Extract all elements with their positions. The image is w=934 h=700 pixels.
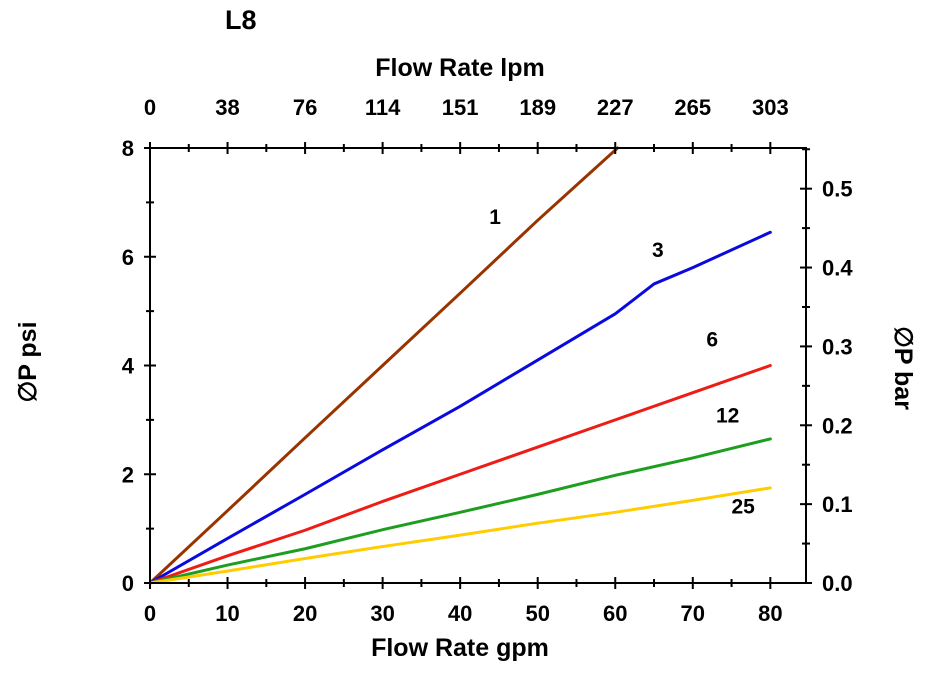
top-tick-label: 38	[215, 95, 239, 120]
top-tick-label: 151	[442, 95, 479, 120]
right-axis-title: ∅P bar	[889, 326, 917, 410]
top-tick-label: 76	[293, 95, 317, 120]
right-tick-label: 0.4	[822, 256, 853, 281]
series-line-6	[148, 364, 772, 585]
right-tick-label: 0.1	[822, 492, 853, 517]
left-tick-label: 8	[122, 136, 134, 161]
right-tick-label: 0.2	[822, 413, 853, 438]
series-label-25: 25	[732, 495, 756, 518]
left-tick-label: 0	[122, 571, 134, 596]
bottom-tick-label: 70	[681, 601, 705, 626]
series-line-12	[148, 437, 772, 585]
bottom-tick-label: 0	[144, 601, 156, 626]
bottom-axis-title: Flow Rate gpm	[371, 634, 549, 662]
bottom-tick-label: 40	[448, 601, 472, 626]
top-tick-label: 0	[144, 95, 156, 120]
series-label-1: 1	[489, 206, 501, 229]
bottom-tick-label: 60	[603, 601, 627, 626]
right-tick-label: 0.5	[822, 177, 853, 202]
series-label-12: 12	[716, 405, 739, 428]
bottom-tick-label: 20	[293, 601, 317, 626]
bottom-tick-label: 10	[215, 601, 239, 626]
right-tick-label: 0.0	[822, 571, 853, 596]
bottom-tick-label: 80	[758, 601, 782, 626]
plot-box	[149, 147, 807, 584]
right-tick-label: 0.3	[822, 334, 853, 359]
top-tick-label: 265	[674, 95, 711, 120]
left-axis-title: ∅P psi	[14, 321, 42, 403]
left-tick-label: 6	[122, 245, 134, 270]
top-tick-label: 227	[597, 95, 634, 120]
bottom-tick-label: 30	[370, 601, 394, 626]
series-line-3	[148, 230, 772, 585]
left-tick-label: 2	[122, 462, 134, 487]
series-line-1	[148, 146, 620, 585]
top-tick-label: 114	[365, 95, 401, 120]
series-label-6: 6	[706, 328, 718, 351]
left-tick-label: 4	[122, 354, 135, 379]
chart-title: L8	[225, 5, 257, 35]
top-tick-label: 189	[519, 95, 556, 120]
series-label-3: 3	[652, 239, 664, 262]
series-line-25	[148, 486, 772, 585]
bottom-tick-label: 50	[525, 601, 549, 626]
top-axis-title: Flow Rate lpm	[375, 54, 545, 82]
top-tick-label: 303	[752, 95, 789, 120]
